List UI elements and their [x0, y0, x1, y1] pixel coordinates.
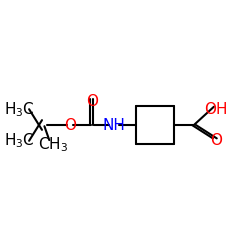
Text: O: O: [64, 118, 76, 132]
Text: H$_3$C: H$_3$C: [4, 132, 34, 150]
Text: O: O: [210, 133, 222, 148]
Text: CH$_3$: CH$_3$: [38, 135, 68, 154]
Text: OH: OH: [204, 102, 228, 117]
Text: NH: NH: [102, 118, 125, 132]
Text: O: O: [86, 94, 98, 110]
Text: H$_3$C: H$_3$C: [4, 100, 34, 118]
